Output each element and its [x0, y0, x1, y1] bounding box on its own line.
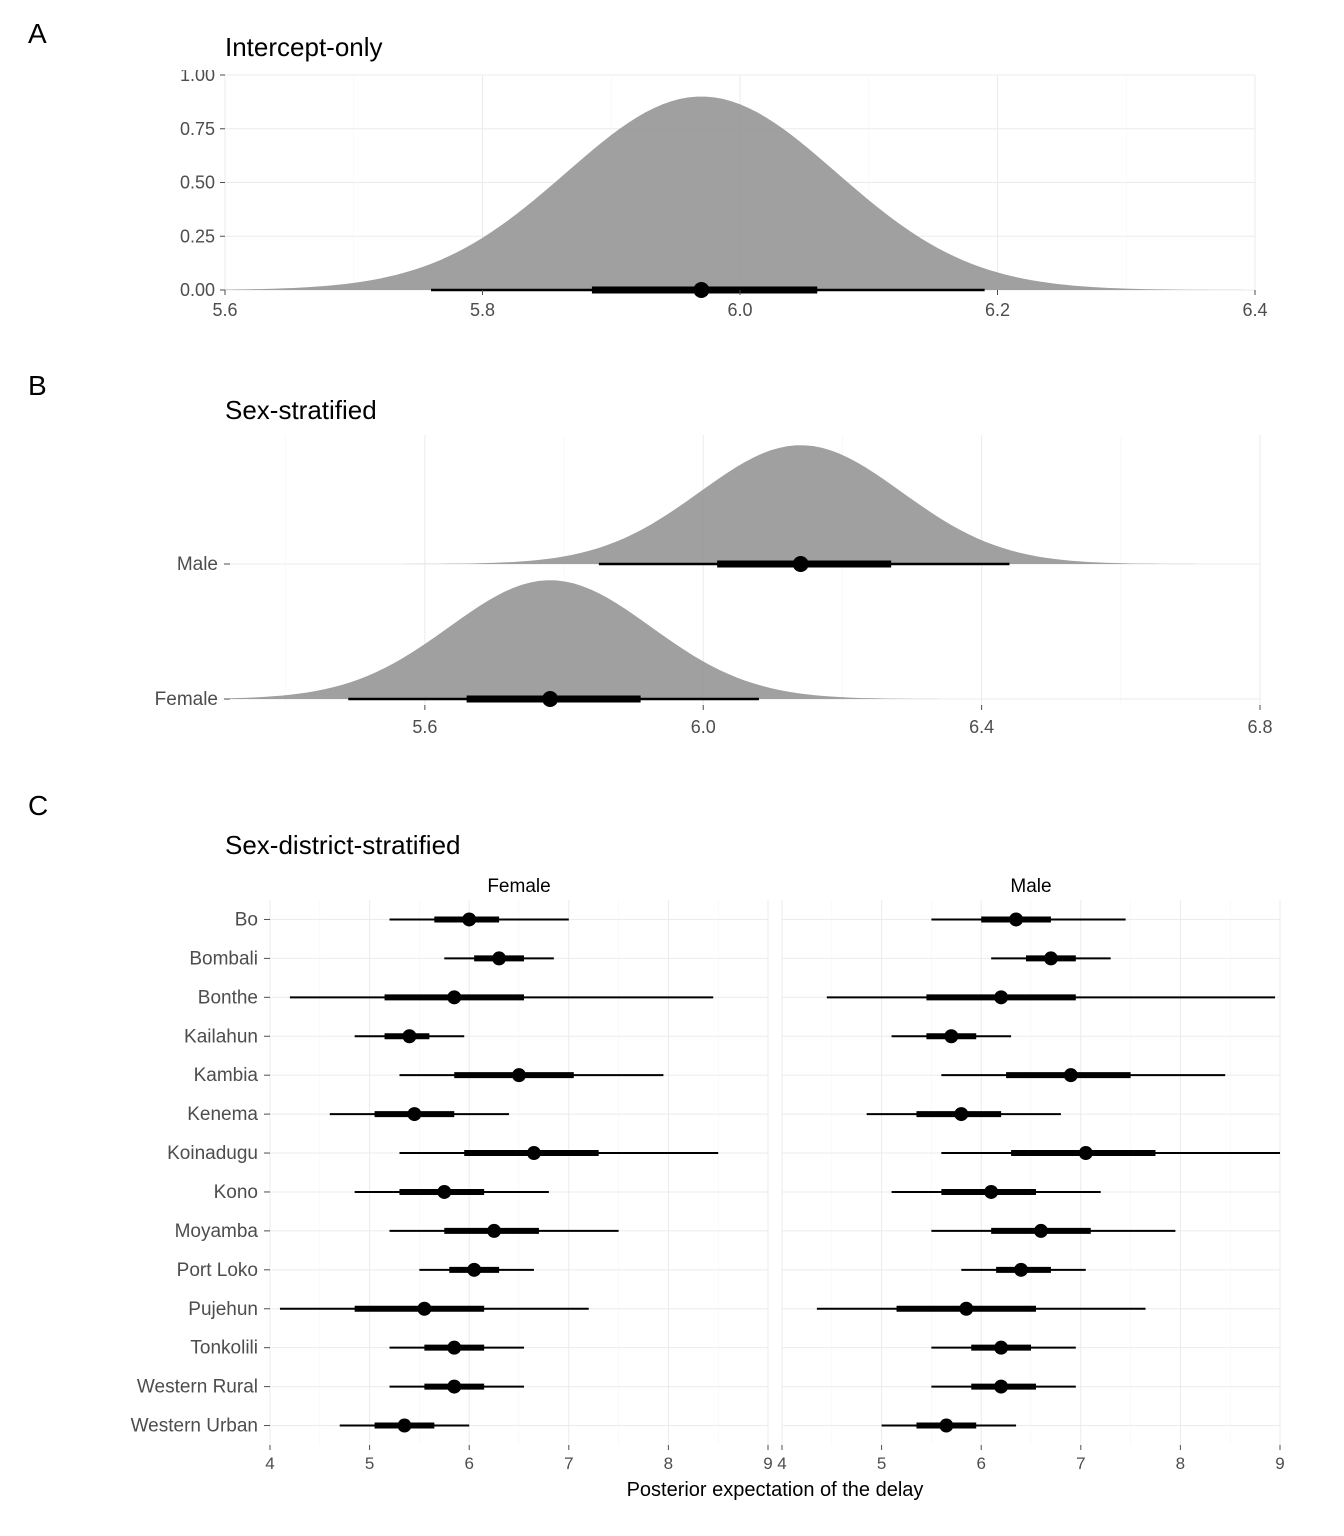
- x-tick-label: 6: [976, 1454, 985, 1473]
- district-label: Pujehun: [188, 1299, 258, 1320]
- panel-A-letter: A: [28, 18, 47, 50]
- category-label: Female: [155, 689, 218, 710]
- district-label: Kambia: [194, 1065, 259, 1086]
- figure-root: A Intercept-only 5.6 5.8 6.0 6.2 6.4 0.00 0.25…: [0, 0, 1344, 1536]
- ci-point: [447, 990, 461, 1004]
- district-label: Port Loko: [177, 1260, 258, 1281]
- density-curve: [225, 97, 1255, 290]
- category-label: Male: [177, 554, 218, 575]
- ci-point: [542, 691, 558, 707]
- panel-B-chart: Male Female 5.6 6.0 6.4 6.8: [145, 430, 1275, 750]
- ci-point: [527, 1146, 541, 1160]
- x-tick-label: 6.2: [985, 300, 1010, 320]
- x-tick-label: 6.8: [1247, 717, 1272, 737]
- ci-point: [1044, 951, 1058, 965]
- ci-point: [462, 912, 476, 926]
- panel-C-chart: Female 4 5 6 7 8 9 Male 4 5 6 7 8 9 Bo Bombali Bonthe Kai…: [110, 870, 1290, 1510]
- x-tick-label: 5: [365, 1454, 374, 1473]
- ci-point: [402, 1029, 416, 1043]
- ci-point: [984, 1185, 998, 1199]
- density-curve: [230, 580, 1260, 699]
- x-tick-label: 6.4: [1242, 300, 1267, 320]
- y-tick-label: 0.75: [180, 119, 215, 139]
- district-label: Kono: [214, 1182, 258, 1203]
- x-tick-label: 4: [265, 1454, 274, 1473]
- district-label: Koinadugu: [167, 1143, 258, 1164]
- ci-point: [447, 1380, 461, 1394]
- x-axis-label: Posterior expectation of the delay: [627, 1479, 924, 1501]
- ci-point: [793, 556, 809, 572]
- x-tick-label: 5.8: [470, 300, 495, 320]
- ci-point: [417, 1302, 431, 1316]
- x-tick-label: 7: [564, 1454, 573, 1473]
- ci-point: [994, 1341, 1008, 1355]
- x-tick-label: 8: [1176, 1454, 1185, 1473]
- x-tick-label: 8: [664, 1454, 673, 1473]
- facet-label: Female: [487, 876, 550, 897]
- density-curve: [230, 445, 1260, 564]
- ci-point: [407, 1107, 421, 1121]
- district-label: Kailahun: [184, 1026, 258, 1047]
- ci-point: [437, 1185, 451, 1199]
- district-label: Bombali: [189, 948, 258, 969]
- district-label: Bo: [235, 909, 258, 930]
- panel-B-letter: B: [28, 370, 47, 402]
- ci-point: [954, 1107, 968, 1121]
- ci-point: [1064, 1068, 1078, 1082]
- x-tick-label: 9: [763, 1454, 772, 1473]
- panel-C-letter: C: [28, 790, 48, 822]
- y-tick-label: 1.00: [180, 70, 215, 85]
- x-tick-label: 4: [777, 1454, 786, 1473]
- ci-point: [939, 1419, 953, 1433]
- x-tick-label: 6.4: [969, 717, 994, 737]
- x-tick-label: 6.0: [727, 300, 752, 320]
- district-label: Kenema: [187, 1104, 258, 1125]
- ci-point: [492, 951, 506, 965]
- ci-point: [1014, 1263, 1028, 1277]
- ci-point: [1034, 1224, 1048, 1238]
- y-tick-label: 0.50: [180, 173, 215, 193]
- panel-A-title: Intercept-only: [225, 32, 383, 63]
- ci-point: [397, 1419, 411, 1433]
- y-tick-label: 0.25: [180, 226, 215, 246]
- ci-point: [1079, 1146, 1093, 1160]
- ci-point: [447, 1341, 461, 1355]
- facet-label: Male: [1010, 876, 1051, 897]
- x-tick-label: 5.6: [412, 717, 437, 737]
- x-tick-label: 5: [877, 1454, 886, 1473]
- panel-B-title: Sex-stratified: [225, 395, 377, 426]
- x-tick-label: 7: [1076, 1454, 1085, 1473]
- ci-point: [994, 1380, 1008, 1394]
- y-tick-label: 0.00: [180, 280, 215, 300]
- x-tick-label: 9: [1275, 1454, 1284, 1473]
- ci-point: [959, 1302, 973, 1316]
- x-tick-label: 6: [464, 1454, 473, 1473]
- district-label: Western Rural: [137, 1377, 258, 1398]
- panel-A-chart: 5.6 5.8 6.0 6.2 6.4 0.00 0.25 0.50 0.75 1.00: [170, 70, 1270, 330]
- panel-C-title: Sex-district-stratified: [225, 830, 461, 861]
- x-tick-label: 6.0: [691, 717, 716, 737]
- district-label: Moyamba: [175, 1221, 259, 1242]
- district-label: Western Urban: [131, 1416, 258, 1437]
- ci-point: [512, 1068, 526, 1082]
- ci-point: [467, 1263, 481, 1277]
- district-label: Tonkolili: [190, 1338, 258, 1359]
- ci-point: [487, 1224, 501, 1238]
- ci-point: [693, 282, 709, 298]
- ci-point: [1009, 912, 1023, 926]
- district-label: Bonthe: [198, 987, 258, 1008]
- x-tick-label: 5.6: [212, 300, 237, 320]
- ci-point: [944, 1029, 958, 1043]
- ci-point: [994, 990, 1008, 1004]
